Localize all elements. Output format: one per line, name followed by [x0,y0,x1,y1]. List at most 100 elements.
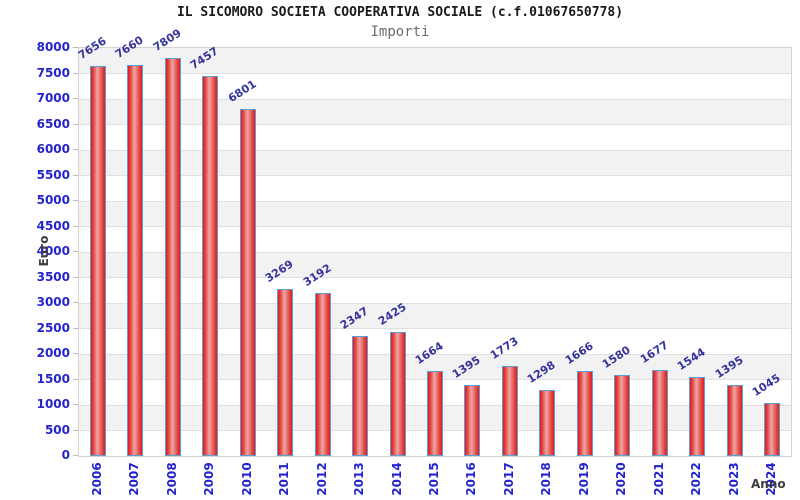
y-tick-label: 5000 [36,193,70,207]
plot-band [79,277,791,303]
gridline [79,277,791,278]
x-tick-label: 2012 [314,462,329,496]
y-tick-mark [73,353,78,354]
y-tick-mark [73,327,78,329]
y-tick-label: 6500 [36,116,70,131]
x-tick-label: 2018 [539,462,554,496]
bar [239,109,256,456]
x-tick-label: 2019 [576,462,591,496]
y-tick-label: 7500 [36,65,70,80]
y-tick-label: 1000 [36,397,70,411]
bar [539,390,556,456]
x-tick-label: 2007 [127,462,142,496]
bar [202,76,219,456]
gridline [79,175,791,176]
plot-band [79,150,791,176]
gridline [79,149,791,151]
y-tick-mark [73,98,78,99]
chart-title: IL SICOMORO SOCIETA COOPERATIVA SOCIALE … [176,5,624,20]
x-tick-label: 2006 [89,462,104,496]
y-tick-mark [73,123,78,125]
x-tick-label: 2011 [277,462,292,496]
x-tick-label: 2008 [164,462,179,496]
y-tick-mark [73,378,78,380]
bar [427,371,443,456]
y-tick-mark [73,149,78,150]
y-tick-label: 1500 [36,371,70,386]
plot-area: 7656 7660 7809 7457 6801 3269 3192 2347 2425 1664… [76,26,792,457]
y-tick-mark [73,429,78,431]
y-tick-mark [73,404,78,405]
gridline [79,226,791,227]
y-tick-label: 8000 [36,40,70,54]
plot-band [79,175,791,201]
bar [464,385,481,456]
y-tick-mark [73,72,78,74]
y-tick-label: 3000 [36,295,70,309]
y-tick-mark [73,302,78,303]
gridline [79,124,791,125]
bar [314,293,331,456]
y-tick-mark [73,174,78,176]
x-tick-label: 2013 [352,462,367,496]
y-tick-label: 6000 [36,142,70,156]
gridline [79,251,791,253]
bar [501,366,518,456]
y-tick-mark [73,200,78,201]
y-tick-label: 4500 [36,218,70,233]
y-tick-mark [73,225,78,227]
x-tick-label: 2014 [389,462,404,496]
y-tick-label: 7000 [36,91,70,105]
y-tick-mark [73,251,78,252]
y-tick-mark [73,47,78,48]
x-tick-label: 2021 [651,462,666,496]
x-tick-label: 2022 [689,462,704,496]
gridline [79,328,791,329]
y-tick-label: 4000 [36,244,70,258]
bar [127,65,144,456]
y-tick-label: 2500 [36,320,70,335]
bar [277,289,294,456]
plot-band [79,201,791,227]
x-tick-label: 2015 [427,462,441,496]
bar [389,332,406,456]
plot-band [79,303,791,329]
plot-band [79,73,791,99]
bar [614,375,631,456]
y-tick-mark [73,455,78,456]
gridline [79,98,791,100]
plot-band [79,226,791,252]
x-tick-label: 2017 [501,462,516,496]
x-tick-label: 2010 [239,462,254,496]
y-axis-title: Euro [37,235,51,267]
bar [651,370,668,456]
x-tick-label: 2023 [726,462,741,496]
y-tick-label: 5500 [36,167,70,182]
y-tick-label: 500 [44,422,70,437]
plot-band [79,252,791,278]
y-tick-mark [73,276,78,278]
gridline [79,73,791,74]
x-axis-title: Anno [751,477,786,491]
x-tick-label: 2009 [202,462,217,496]
y-tick-label: 3500 [36,269,70,284]
y-tick-label: 2000 [36,346,70,360]
bar [352,336,369,456]
bar [764,403,781,456]
x-tick-label: 2016 [464,462,479,496]
bar [689,377,706,456]
bar [89,66,106,456]
plot-band [79,48,791,74]
y-tick-label: 0 [61,448,70,462]
plot-band [79,99,791,125]
gridline [79,353,791,355]
x-tick-label: 2020 [614,462,629,496]
chart-subtitle: Importi [370,24,430,40]
gridline [79,200,791,202]
bar [164,58,181,456]
bar [576,371,593,456]
bar [726,385,743,456]
plot-band [79,124,791,150]
gridline [79,302,791,304]
